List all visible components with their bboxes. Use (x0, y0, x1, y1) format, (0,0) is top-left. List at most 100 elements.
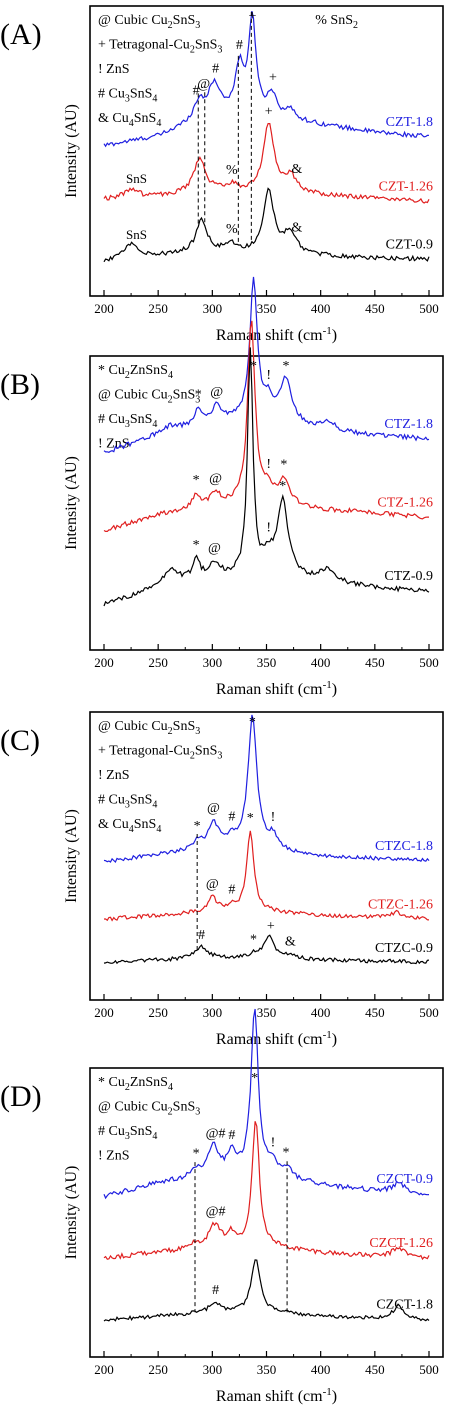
series-label: CZCT-1.26 (369, 1236, 433, 1251)
series-label: CTZ-0.9 (384, 569, 433, 584)
series-line (103, 10, 430, 148)
legend-entry: & Cu4SnS4 (98, 817, 161, 835)
x-tick-label: 350 (257, 301, 277, 316)
panel-a: 200 250 300 350 400 450 500 Raman shift (cm-1) I… (0, 5, 444, 344)
peak-marker: # (198, 928, 205, 943)
peak-marker: ! (271, 1135, 276, 1150)
x-tick-label: 250 (148, 1362, 168, 1377)
x-tick-label: 250 (148, 1005, 168, 1020)
series-line (103, 1121, 430, 1261)
peak-marker: @ (197, 77, 210, 92)
legend-entry: # Cu3SnS4 (98, 1124, 157, 1142)
peak-marker: SnS (126, 227, 147, 242)
peak-marker: # (193, 83, 200, 98)
series-label: CTZC-1.26 (368, 897, 433, 912)
series-line (103, 1008, 430, 1200)
x-tick-label: 300 (203, 655, 223, 670)
x-tick-label: 350 (257, 1005, 277, 1020)
peak-marker: + (269, 71, 277, 86)
series-label: CTZC-1.8 (375, 839, 433, 854)
x-tick-label: 400 (311, 301, 331, 316)
x-axis-label: Raman shift (cm-1) (216, 325, 337, 344)
series-label: CTZ-1.8 (384, 417, 433, 432)
peak-marker: + (267, 919, 275, 934)
y-axis-label: Intensity (AU) (63, 104, 80, 198)
series-label: CZCT-1.8 (376, 1298, 433, 1313)
legend-entry: @ Cubic Cu2SnS3 (98, 388, 200, 406)
peak-marker: * (279, 479, 286, 494)
legend-entry: # Cu3SnS4 (98, 87, 157, 105)
peak-marker: @ (210, 385, 223, 400)
peak-marker: * (250, 932, 257, 947)
peak-marker: # (236, 38, 243, 53)
legend-entry: + Tetragonal-Cu2SnS3 (98, 744, 222, 762)
peak-marker: ! (266, 521, 271, 536)
peak-marker: @# (206, 1204, 226, 1219)
peak-marker: * (249, 715, 256, 730)
peak-marker: * (280, 458, 287, 473)
x-tick-label: 400 (311, 655, 331, 670)
x-axis-label: Raman shift (cm-1) (216, 1029, 337, 1048)
x-tick-label: 200 (94, 301, 114, 316)
legend-entry: @ Cubic Cu2SnS3 (98, 1100, 200, 1118)
panel-label: (C) (0, 724, 40, 757)
x-tick-label: 400 (311, 1005, 331, 1020)
peak-marker: & (291, 162, 302, 177)
legend-entry: ! ZnS (98, 1149, 130, 1164)
series-label: CTZC-0.9 (375, 941, 433, 956)
legend-entry: % SnS2 (315, 13, 358, 31)
x-tick-label: 500 (419, 1005, 439, 1020)
x-tick-label: 450 (365, 1362, 385, 1377)
series-line (103, 1259, 430, 1322)
legend-entry: * Cu2ZnSnS4 (98, 1075, 173, 1093)
peak-marker: # (212, 1283, 219, 1298)
peak-marker: * (193, 538, 200, 553)
legend-entry: # Cu3SnS4 (98, 412, 157, 430)
x-tick-label: 250 (148, 655, 168, 670)
peak-marker: SnS (126, 171, 147, 186)
x-tick-label: 200 (94, 1005, 114, 1020)
x-tick-label: 450 (365, 1005, 385, 1020)
peak-marker: @ (207, 801, 220, 816)
peak-marker: ! (266, 368, 271, 383)
panel-d: 200 250 300 350 400 450 500 Raman shift (cm-1) I… (0, 1008, 444, 1405)
x-tick-label: 300 (203, 1005, 223, 1020)
x-tick-label: 500 (419, 301, 439, 316)
series-line (103, 347, 430, 607)
peak-marker: * (251, 1071, 258, 1086)
x-axis-label: Raman shift (cm-1) (216, 1386, 337, 1405)
series-line (103, 714, 430, 864)
x-tick-label: 450 (365, 301, 385, 316)
x-tick-label: 500 (419, 655, 439, 670)
peak-marker: ! (266, 457, 271, 472)
legend-entry: * Cu2ZnSnS4 (98, 363, 173, 381)
panel-label: (D) (0, 1080, 42, 1113)
y-axis-label: Intensity (AU) (63, 456, 80, 550)
peak-marker: # (212, 61, 219, 76)
peak-marker: * (247, 811, 254, 826)
series-line (103, 276, 430, 453)
peak-marker: * (194, 819, 201, 834)
series-line (103, 187, 430, 263)
peak-marker: * (283, 359, 290, 374)
series-line (104, 830, 430, 922)
x-tick-label: 200 (94, 655, 114, 670)
legend-entry: + Tetragonal-Cu2SnS3 (98, 38, 222, 56)
peak-marker: % (226, 222, 238, 237)
y-axis-label: Intensity (AU) (63, 1166, 80, 1260)
legend-entry: # Cu3SnS4 (98, 793, 157, 811)
series-label: CZT-1.26 (379, 180, 433, 195)
series-label: CZT-1.8 (386, 115, 433, 130)
peak-marker: & (285, 935, 296, 950)
x-tick-label: 350 (257, 655, 277, 670)
legend-entry: ! ZnS (98, 437, 130, 452)
x-tick-label: 350 (257, 1362, 277, 1377)
panel-label: (B) (0, 368, 40, 401)
y-axis-label: Intensity (AU) (63, 809, 80, 903)
series-label: CZT-0.9 (386, 238, 433, 253)
series-line (103, 123, 430, 204)
peak-marker: @# (206, 1126, 226, 1141)
x-tick-label: 450 (365, 655, 385, 670)
peak-marker: # (228, 809, 235, 824)
